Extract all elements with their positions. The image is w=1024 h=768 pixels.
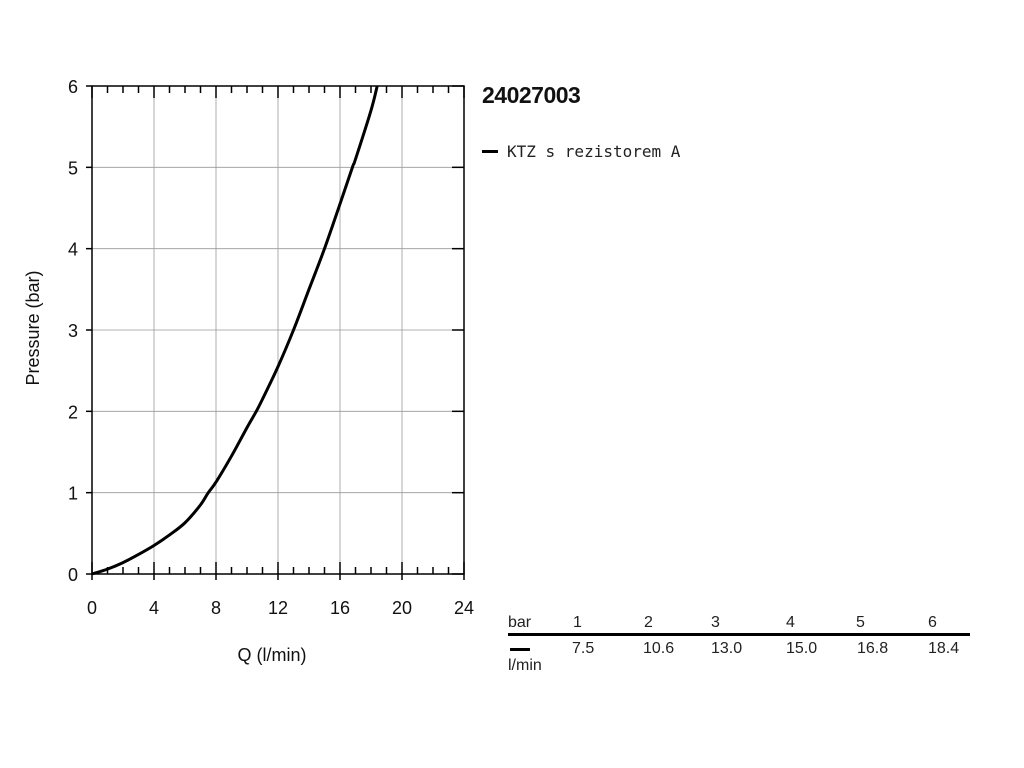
table-cell-flow: 13.0 <box>711 640 743 657</box>
x-axis-label: Q (l/min) <box>238 645 307 665</box>
table-cell-bar: 1 <box>573 614 582 631</box>
axis-ticks <box>86 85 465 580</box>
x-tick-labels: 0 4 8 12 16 20 24 <box>87 598 474 618</box>
y-tick-labels: 0 1 2 3 4 5 6 <box>68 77 78 585</box>
table-row-bar: bar 1 2 3 4 5 6 <box>508 612 970 634</box>
table-label-bar: bar <box>508 614 532 631</box>
legend-swatch <box>482 150 498 153</box>
table-unit-dash <box>510 648 530 651</box>
plot-frame <box>91 85 465 575</box>
table-row-flow: 7.5 10.6 13.0 15.0 16.8 18.4 <box>508 638 970 660</box>
table-divider <box>508 633 970 636</box>
flow-table: bar 1 2 3 4 5 6 7.5 10.6 13.0 15.0 16.8 … <box>508 612 970 674</box>
table-cell-flow: 18.4 <box>928 640 960 657</box>
x-tick-label: 8 <box>211 598 221 618</box>
y-axis-label: Pressure (bar) <box>23 270 43 385</box>
y-tick-label: 6 <box>68 77 78 97</box>
table-cell-bar: 6 <box>928 614 937 631</box>
table-cell-flow: 7.5 <box>572 640 595 657</box>
table-cell-bar: 5 <box>856 614 865 631</box>
grid-lines <box>92 86 464 574</box>
table-cell-bar: 3 <box>711 614 720 631</box>
table-cell-flow: 10.6 <box>643 640 675 657</box>
legend: KTZ s rezistorem A <box>482 142 680 161</box>
x-tick-label: 20 <box>392 598 412 618</box>
table-cell-bar: 2 <box>644 614 653 631</box>
y-tick-label: 4 <box>68 240 78 260</box>
table-label-flow: l/min <box>508 657 542 674</box>
x-tick-label: 0 <box>87 598 97 618</box>
x-tick-label: 4 <box>149 598 159 618</box>
x-tick-label: 12 <box>268 598 288 618</box>
x-tick-label: 24 <box>454 598 474 618</box>
table-cell-bar: 4 <box>786 614 795 631</box>
x-tick-label: 16 <box>330 598 350 618</box>
y-tick-label: 5 <box>68 158 78 178</box>
table-cell-flow: 16.8 <box>857 640 889 657</box>
y-tick-label: 2 <box>68 402 78 422</box>
table-cell-flow: 15.0 <box>786 640 818 657</box>
chart-title: 24027003 <box>482 82 581 108</box>
y-tick-label: 3 <box>68 321 78 341</box>
legend-label: KTZ s rezistorem A <box>507 142 681 161</box>
series-line-ktz <box>91 85 379 576</box>
y-tick-label: 0 <box>68 565 78 585</box>
y-tick-label: 1 <box>68 484 78 504</box>
